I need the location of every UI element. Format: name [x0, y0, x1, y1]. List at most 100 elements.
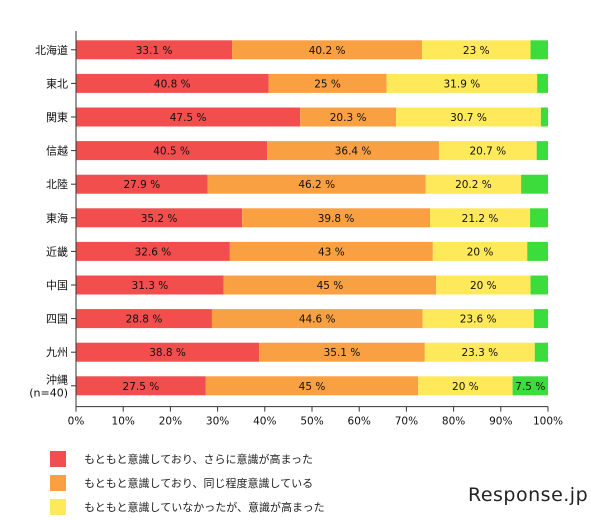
category-label-line: 九州	[46, 346, 68, 359]
bar-segment	[512, 376, 548, 396]
category-label-line: 北海道	[35, 43, 68, 57]
x-tick-label: 50%	[300, 416, 323, 428]
data-label: 28.8 %	[126, 314, 163, 326]
legend-swatch	[50, 451, 66, 467]
data-label: 7.5 %	[515, 381, 545, 393]
x-tick-label: 20%	[159, 416, 182, 428]
data-label: 33.1 %	[136, 45, 173, 57]
bar-segment	[267, 141, 439, 161]
bar-segment	[76, 241, 230, 261]
category-label: 北海道	[35, 43, 68, 57]
x-tick-label: 90%	[489, 416, 512, 428]
data-label: 40.2 %	[309, 45, 346, 57]
bar-segment	[436, 275, 531, 295]
category-label: 中国	[46, 279, 68, 292]
data-label: 27.9 %	[123, 179, 160, 191]
data-label: 25 %	[314, 78, 341, 90]
data-label: 20 %	[452, 381, 479, 393]
bar-segment	[425, 174, 522, 194]
bar-segment	[530, 275, 548, 295]
bar-segment	[300, 107, 397, 127]
bar-segment	[521, 174, 548, 194]
bar-segment	[259, 342, 425, 362]
bars-layer: 33.1 % 40.2 % 23 % 40.8 % 25 % 31.9 % 47.5 % 20…	[76, 40, 548, 396]
data-label: 32.6 %	[135, 246, 172, 258]
category-label: 九州	[46, 346, 68, 359]
bar-segment	[76, 309, 212, 329]
legend-item: もともと意識していなかったが、意識が高まった	[50, 496, 325, 518]
x-axis: 0% 10% 20% 30% 40% 50% 60% 70% 80% 90% 100%	[68, 31, 563, 428]
data-label: 20 %	[470, 280, 497, 292]
bar-segment	[229, 241, 433, 261]
bar-segment	[268, 73, 387, 93]
data-label: 23 %	[463, 45, 490, 57]
data-label: 39.8 %	[318, 213, 355, 225]
category-label-line: 四国	[46, 313, 68, 326]
category-label: 北陸	[46, 178, 68, 191]
bar-segment	[537, 73, 548, 93]
data-label: 40.5 %	[153, 146, 190, 158]
bar-segment	[386, 73, 538, 93]
category-label: 近畿	[46, 244, 68, 258]
data-label: 40.8 %	[154, 78, 191, 90]
x-tick-label: 10%	[112, 416, 135, 428]
bar-segment	[540, 107, 548, 127]
x-tick-label: 100%	[533, 416, 563, 428]
category-label-line: 沖縄	[46, 372, 68, 386]
bar-segment	[207, 174, 426, 194]
data-label: 38.8 %	[149, 347, 186, 359]
data-label: 43 %	[318, 246, 345, 258]
legend-swatch	[50, 475, 66, 491]
data-label: 20.3 %	[330, 112, 367, 124]
bar-segment	[533, 309, 548, 329]
bar-segment	[418, 376, 513, 396]
x-tick-label: 40%	[253, 416, 276, 428]
legend: もともと意識しており、さらに意識が高まった もともと意識しており、同じ程度意識し…	[50, 448, 325, 520]
bar-segment	[536, 141, 548, 161]
category-label: 東海	[46, 211, 68, 225]
legend-label: もともと意識していなかったが、意識が高まった	[84, 501, 325, 514]
watermark-logo: Response.jp	[468, 484, 589, 506]
bar-segment	[76, 40, 233, 60]
data-label: 31.9 %	[444, 78, 481, 90]
data-label: 30.7 %	[450, 112, 487, 124]
data-label: 23.6 %	[460, 314, 497, 326]
category-label: 四国	[46, 313, 68, 326]
x-tick-label: 30%	[206, 416, 229, 428]
bar-segment	[76, 376, 206, 396]
category-label-line: 信越	[46, 144, 68, 158]
bar-segment	[422, 309, 534, 329]
data-label: 23.3 %	[461, 347, 498, 359]
bar-segment	[223, 275, 437, 295]
data-label: 20.2 %	[455, 179, 492, 191]
data-label: 45 %	[317, 280, 344, 292]
data-label: 35.2 %	[141, 213, 178, 225]
category-label: 信越	[46, 144, 68, 158]
bar-segment	[421, 40, 531, 60]
category-label-line: (n=40)	[29, 386, 68, 399]
category-label: 関東	[46, 111, 68, 124]
category-label: 沖縄(n=40)	[29, 372, 68, 399]
data-label: 47.5 %	[170, 112, 207, 124]
bar-segment	[424, 342, 535, 362]
bar-segment	[76, 141, 268, 161]
bar-segment	[242, 208, 430, 228]
bar-segment	[76, 73, 269, 93]
bar-segment	[232, 40, 422, 60]
bar-segment	[76, 342, 260, 362]
legend-label: もともと意識しており、同じ程度意識している	[84, 477, 314, 490]
stacked-bar-chart: 33.1 % 40.2 % 23 % 40.8 % 25 % 31.9 % 47.5 % 20…	[29, 31, 563, 428]
bar-segment	[438, 141, 537, 161]
bar-segment	[76, 174, 208, 194]
bar-segment	[396, 107, 541, 127]
category-label-line: 中国	[46, 279, 68, 292]
bar-segment	[530, 208, 548, 228]
x-tick-label: 0%	[68, 416, 85, 428]
x-tick-label: 80%	[442, 416, 465, 428]
data-label: 31.3 %	[132, 280, 169, 292]
data-label: 36.4 %	[335, 146, 372, 158]
data-label: 46.2 %	[298, 179, 335, 191]
category-label-line: 東北	[46, 77, 68, 90]
data-label: 20.7 %	[469, 146, 506, 158]
